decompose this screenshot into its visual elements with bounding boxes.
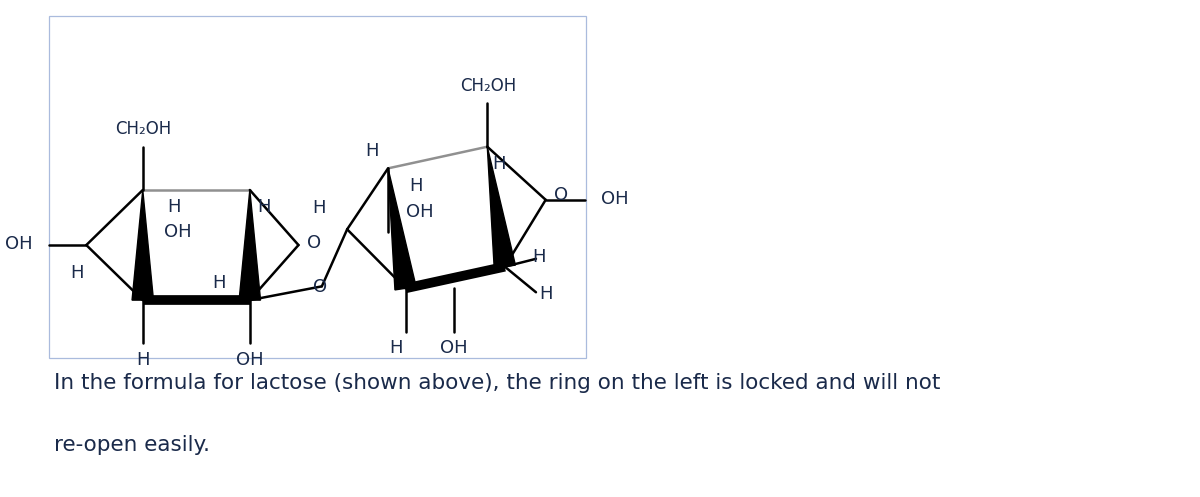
Bar (49, 16, 586, 358)
Text: H: H (136, 351, 150, 369)
Text: H: H (389, 339, 402, 357)
Text: H: H (167, 198, 180, 216)
Text: H: H (258, 198, 271, 216)
Text: O: O (313, 278, 326, 296)
Polygon shape (239, 190, 260, 300)
Text: O: O (307, 234, 322, 252)
Text: H: H (365, 142, 378, 160)
Text: In the formula for lactose (shown above), the ring on the left is locked and wil: In the formula for lactose (shown above)… (54, 373, 940, 393)
Polygon shape (487, 147, 516, 268)
Text: H: H (312, 199, 325, 217)
Text: CH₂OH: CH₂OH (460, 77, 516, 95)
Text: OH: OH (164, 223, 192, 241)
Text: H: H (409, 177, 422, 195)
Text: re-open easily.: re-open easily. (54, 435, 210, 455)
Text: H: H (539, 285, 552, 303)
Text: H: H (70, 263, 83, 282)
Text: OH: OH (440, 339, 468, 357)
Text: OH: OH (236, 351, 264, 369)
Text: OH: OH (5, 235, 32, 253)
Polygon shape (388, 168, 416, 290)
Text: CH₂OH: CH₂OH (115, 120, 172, 138)
Text: H: H (492, 156, 505, 173)
Polygon shape (132, 190, 154, 300)
Text: OH: OH (406, 203, 433, 221)
Text: H: H (212, 274, 226, 292)
Text: O: O (554, 186, 569, 204)
Text: OH: OH (601, 190, 629, 208)
Text: H: H (532, 248, 546, 266)
